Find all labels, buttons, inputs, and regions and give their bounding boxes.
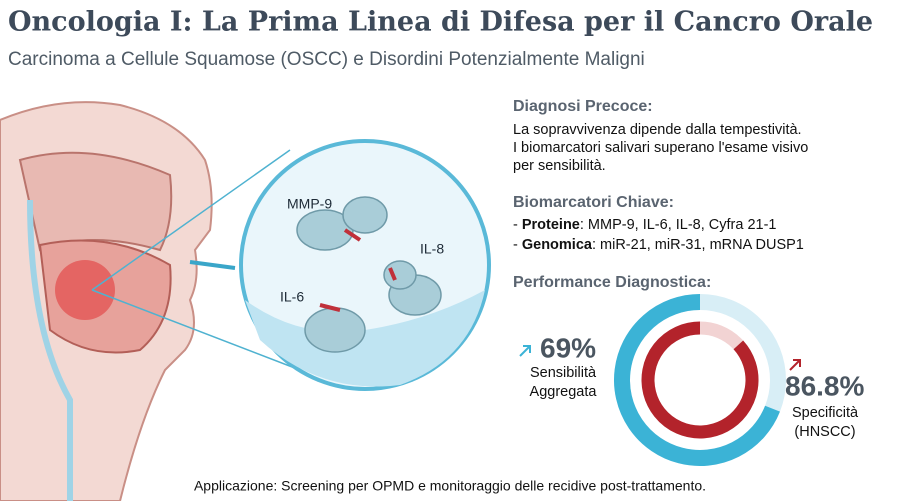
stat-caption: Sensibilità xyxy=(530,365,597,381)
body-line: La sopravvivenza dipende dalla tempestiv… xyxy=(513,122,802,138)
item-text: : MMP-9, IL-6, IL-8, Cyfra 21-1 xyxy=(580,217,777,233)
body-line: I biomarcatori salivari superano l'esame… xyxy=(513,140,808,156)
dynamic-content: La sopravvivenza dipende dalla tempestiv… xyxy=(513,122,864,466)
illustration xyxy=(0,101,491,501)
stat-value: 86.8% xyxy=(785,370,864,401)
protein-label: IL-6 xyxy=(280,289,304,305)
stat-caption: Aggregata xyxy=(530,384,598,400)
item-label: Genomica xyxy=(522,237,593,253)
protein-label: MMP-9 xyxy=(287,196,332,212)
section-heading: Diagnosi Precoce: xyxy=(513,98,653,115)
item-text: : miR-21, miR-31, mRNA DUSP1 xyxy=(592,237,804,253)
title: Oncologia I: La Prima Linea di Difesa pe… xyxy=(8,7,873,38)
ring-arc xyxy=(614,293,780,466)
trend-arrow xyxy=(789,359,801,371)
body-line: per sensibilità. xyxy=(513,158,606,174)
bullet-item: - Proteine: MMP-9, IL-6, IL-8, Cyfra 21-… xyxy=(513,217,777,233)
item-label: Proteine xyxy=(522,217,580,233)
subtitle: Carcinoma a Cellule Squamose (OSCC) e Di… xyxy=(8,49,645,70)
stat-value: 69% xyxy=(540,332,596,363)
trend-arrow xyxy=(519,345,531,357)
section-heading: Performance Diagnostica: xyxy=(513,274,711,291)
bullet: - xyxy=(513,237,522,253)
bullet-item: - Genomica: miR-21, miR-31, mRNA DUSP1 xyxy=(513,237,804,253)
protein-label: IL-8 xyxy=(420,241,444,257)
stat-caption: Specificità xyxy=(792,405,859,421)
footer: Applicazione: Screening per OPMD e monit… xyxy=(194,478,706,494)
bullet: - xyxy=(513,217,522,233)
ring-arc xyxy=(641,321,759,439)
stat-caption: (HNSCC) xyxy=(794,424,855,440)
section-heading: Biomarcatori Chiave: xyxy=(513,194,674,211)
